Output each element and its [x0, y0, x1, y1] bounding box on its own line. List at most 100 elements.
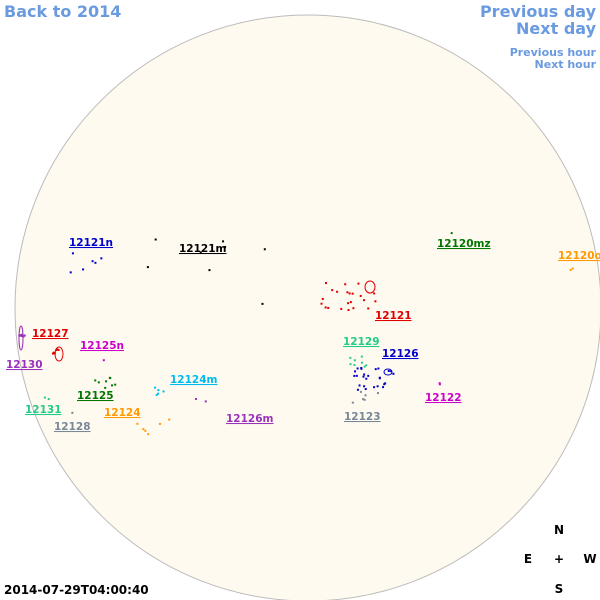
- next-day-link[interactable]: Next day: [516, 19, 597, 38]
- feature-dot: [363, 365, 366, 368]
- feature-dot: [347, 302, 350, 305]
- feature-dot: [102, 359, 105, 362]
- feature-dot: [111, 384, 114, 387]
- feature-dot: [353, 359, 356, 362]
- compass-center: +: [554, 552, 564, 566]
- region-label[interactable]: 12128: [54, 421, 91, 433]
- region-label[interactable]: 12123: [344, 411, 381, 423]
- feature-dot: [71, 252, 74, 255]
- feature-dot: [362, 375, 365, 378]
- feature-dot: [384, 382, 387, 385]
- feature-dot: [356, 367, 359, 370]
- feature-dot: [20, 334, 23, 337]
- feature-dot: [51, 352, 54, 355]
- feature-dot: [23, 334, 26, 337]
- feature-dot: [57, 348, 60, 351]
- feature-dot: [324, 306, 327, 309]
- feature-dot: [348, 292, 351, 295]
- compass-north: N: [554, 523, 564, 537]
- feature-dot: [349, 363, 352, 366]
- feature-dot: [359, 390, 362, 393]
- feature-dot: [353, 374, 356, 377]
- feature-dot: [571, 267, 574, 270]
- feature-dot: [357, 282, 360, 285]
- feature-dot: [374, 300, 377, 303]
- region-label[interactable]: 12126: [382, 348, 419, 360]
- feature-dot: [109, 377, 112, 380]
- feature-dot: [20, 333, 23, 336]
- region-label[interactable]: 12125n: [80, 340, 124, 352]
- feature-dot: [364, 394, 367, 397]
- feature-dot: [331, 289, 334, 292]
- region-label[interactable]: 12124: [104, 407, 141, 419]
- next-hour-link[interactable]: Next hour: [535, 58, 597, 71]
- feature-dot: [224, 246, 227, 249]
- feature-dot: [208, 269, 211, 272]
- feature-dot: [363, 398, 366, 401]
- previous-day-link[interactable]: Previous day: [480, 2, 597, 21]
- region-label[interactable]: 12120mz: [437, 238, 491, 250]
- feature-dot: [364, 388, 367, 391]
- feature-dot: [97, 381, 100, 384]
- feature-dot: [376, 385, 379, 388]
- feature-dot: [114, 383, 117, 386]
- region-label[interactable]: 12129: [343, 336, 380, 348]
- region-label[interactable]: 12121m: [179, 243, 227, 255]
- feature-dot: [340, 307, 343, 310]
- features: [18, 232, 574, 436]
- region-label[interactable]: 12121: [375, 310, 412, 322]
- feature-dot: [356, 388, 359, 391]
- region-label[interactable]: 12131: [25, 404, 62, 416]
- feature-dot: [146, 266, 149, 269]
- feature-dot: [360, 367, 363, 370]
- region-label[interactable]: 12126m: [226, 413, 274, 425]
- region-label[interactable]: 12125: [77, 390, 114, 402]
- feature-dot: [158, 422, 161, 425]
- back-link[interactable]: Back to 2014: [4, 2, 121, 21]
- feature-dot: [100, 257, 103, 260]
- previous-hour-link[interactable]: Previous hour: [510, 46, 597, 59]
- feature-dot: [387, 370, 390, 373]
- feature-dot: [82, 268, 85, 271]
- feature-dot: [373, 386, 376, 389]
- feature-dot: [69, 271, 72, 274]
- region-label[interactable]: 12124m: [170, 374, 218, 386]
- solar-disk: [14, 14, 600, 600]
- feature-dot: [144, 429, 147, 432]
- feature-dot: [195, 397, 198, 400]
- feature-dot: [351, 401, 354, 404]
- feature-dot: [354, 370, 357, 373]
- feature-dot: [155, 393, 158, 396]
- region-label[interactable]: 12127: [32, 328, 69, 340]
- feature-dot: [438, 383, 441, 386]
- feature-dot: [377, 392, 380, 395]
- feature-dot: [352, 307, 355, 310]
- feature-dot: [390, 370, 393, 373]
- region-label[interactable]: 12120o: [558, 250, 600, 262]
- timestamp: 2014-07-29T04:00:40: [4, 583, 149, 597]
- feature-dot: [351, 292, 354, 295]
- feature-dot: [374, 368, 377, 371]
- feature-dot: [382, 386, 385, 389]
- feature-contour: [54, 346, 64, 362]
- feature-dot: [360, 355, 363, 358]
- feature-contour: [383, 368, 393, 376]
- feature-dot: [104, 386, 107, 389]
- feature-dot: [168, 418, 171, 421]
- feature-dot: [136, 422, 139, 425]
- feature-dot: [363, 385, 366, 388]
- feature-dot: [154, 238, 157, 241]
- region-label[interactable]: 12130: [6, 359, 43, 371]
- feature-dot: [349, 356, 352, 359]
- feature-dot: [199, 251, 202, 254]
- region-label[interactable]: 12121n: [69, 237, 113, 249]
- feature-dot: [362, 398, 365, 401]
- feature-dot: [336, 290, 339, 293]
- feature-dot: [204, 400, 207, 403]
- feature-dot: [363, 373, 366, 376]
- feature-contour: [364, 280, 376, 294]
- feature-dot: [344, 283, 347, 286]
- feature-dot: [378, 377, 381, 380]
- region-label[interactable]: 12122: [425, 392, 462, 404]
